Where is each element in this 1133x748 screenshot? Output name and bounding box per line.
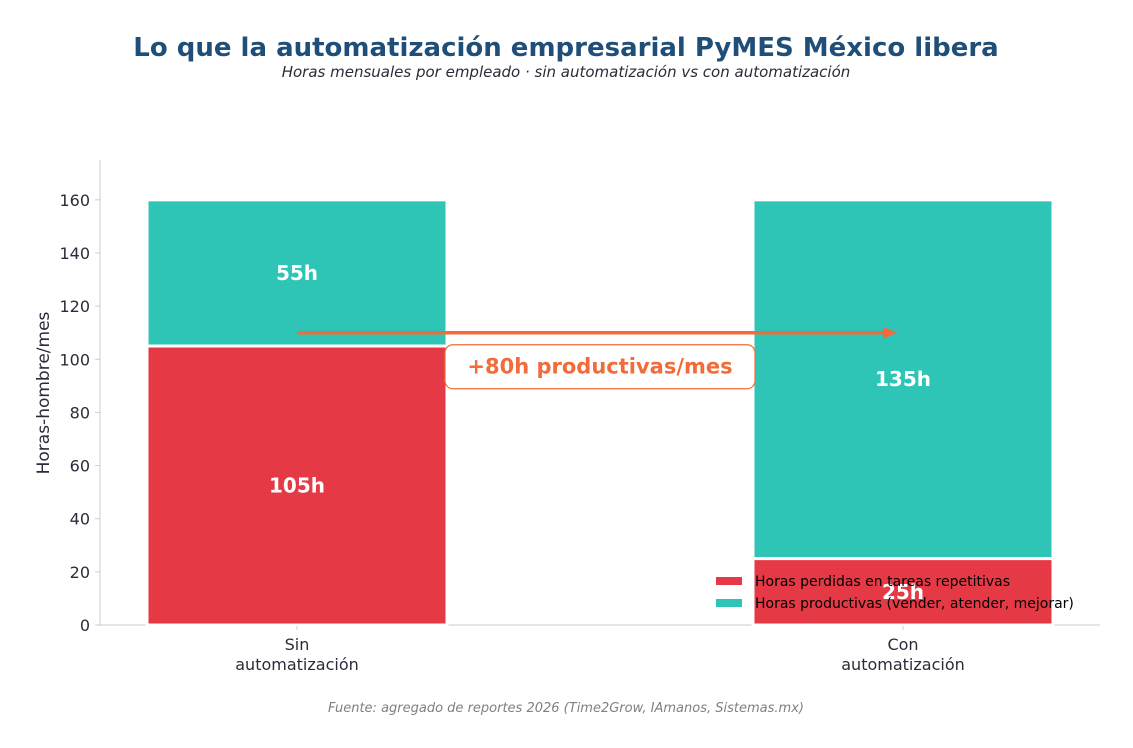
bars (145, 198, 1055, 627)
annotation-arrowhead (883, 326, 897, 339)
y-tick-label: 40 (70, 510, 90, 529)
legend-label: Horas perdidas en tareas repetitivas (755, 574, 1010, 590)
annotation-text: +80h productivas/mes (467, 355, 732, 379)
y-tick-label: 120 (59, 297, 90, 316)
legend-swatch (716, 577, 742, 585)
axes: 0 20 40 60 80 100 120 140 160 Sin automatización Co… (59, 160, 1100, 674)
y-tick-label: 20 (70, 563, 90, 582)
bar-value-label: 105h (269, 474, 325, 498)
bar-segment (145, 344, 449, 627)
y-axis-label: Horas-hombre/mes (34, 311, 54, 474)
y-tick-label: 140 (59, 244, 90, 263)
bar-value-label: 25h (882, 580, 924, 604)
x-tick-label: Sin automatización (235, 635, 359, 674)
y-tick-label: 80 (70, 403, 90, 422)
bar-value-label: 55h (276, 261, 318, 285)
bar-labels: 105h 55h 25h 135h (269, 261, 931, 604)
y-tick-label: 160 (59, 191, 90, 210)
bar-segment (751, 198, 1055, 561)
y-tick-label: 0 (80, 616, 90, 635)
source-note: Fuente: agregado de reportes 2026 (Time2… (328, 701, 804, 716)
y-tick-label: 100 (59, 350, 90, 369)
chart-subtitle: Horas mensuales por empleado · sin autom… (282, 63, 851, 81)
legend: Horas perdidas en tareas repetitivas Hora… (716, 574, 1074, 612)
legend-label: Horas productivas (vender, atender, mejo… (755, 596, 1074, 612)
bar-segment (145, 198, 449, 348)
annotation: +80h productivas/mes (297, 326, 897, 390)
bar-value-label: 135h (875, 367, 931, 391)
y-tick-label: 60 (70, 457, 90, 476)
legend-swatch (716, 599, 742, 607)
chart-title: Lo que la automatización empresarial PyM… (133, 33, 998, 63)
x-tick-label: Con automatización (841, 635, 965, 674)
annotation-box (444, 344, 756, 390)
